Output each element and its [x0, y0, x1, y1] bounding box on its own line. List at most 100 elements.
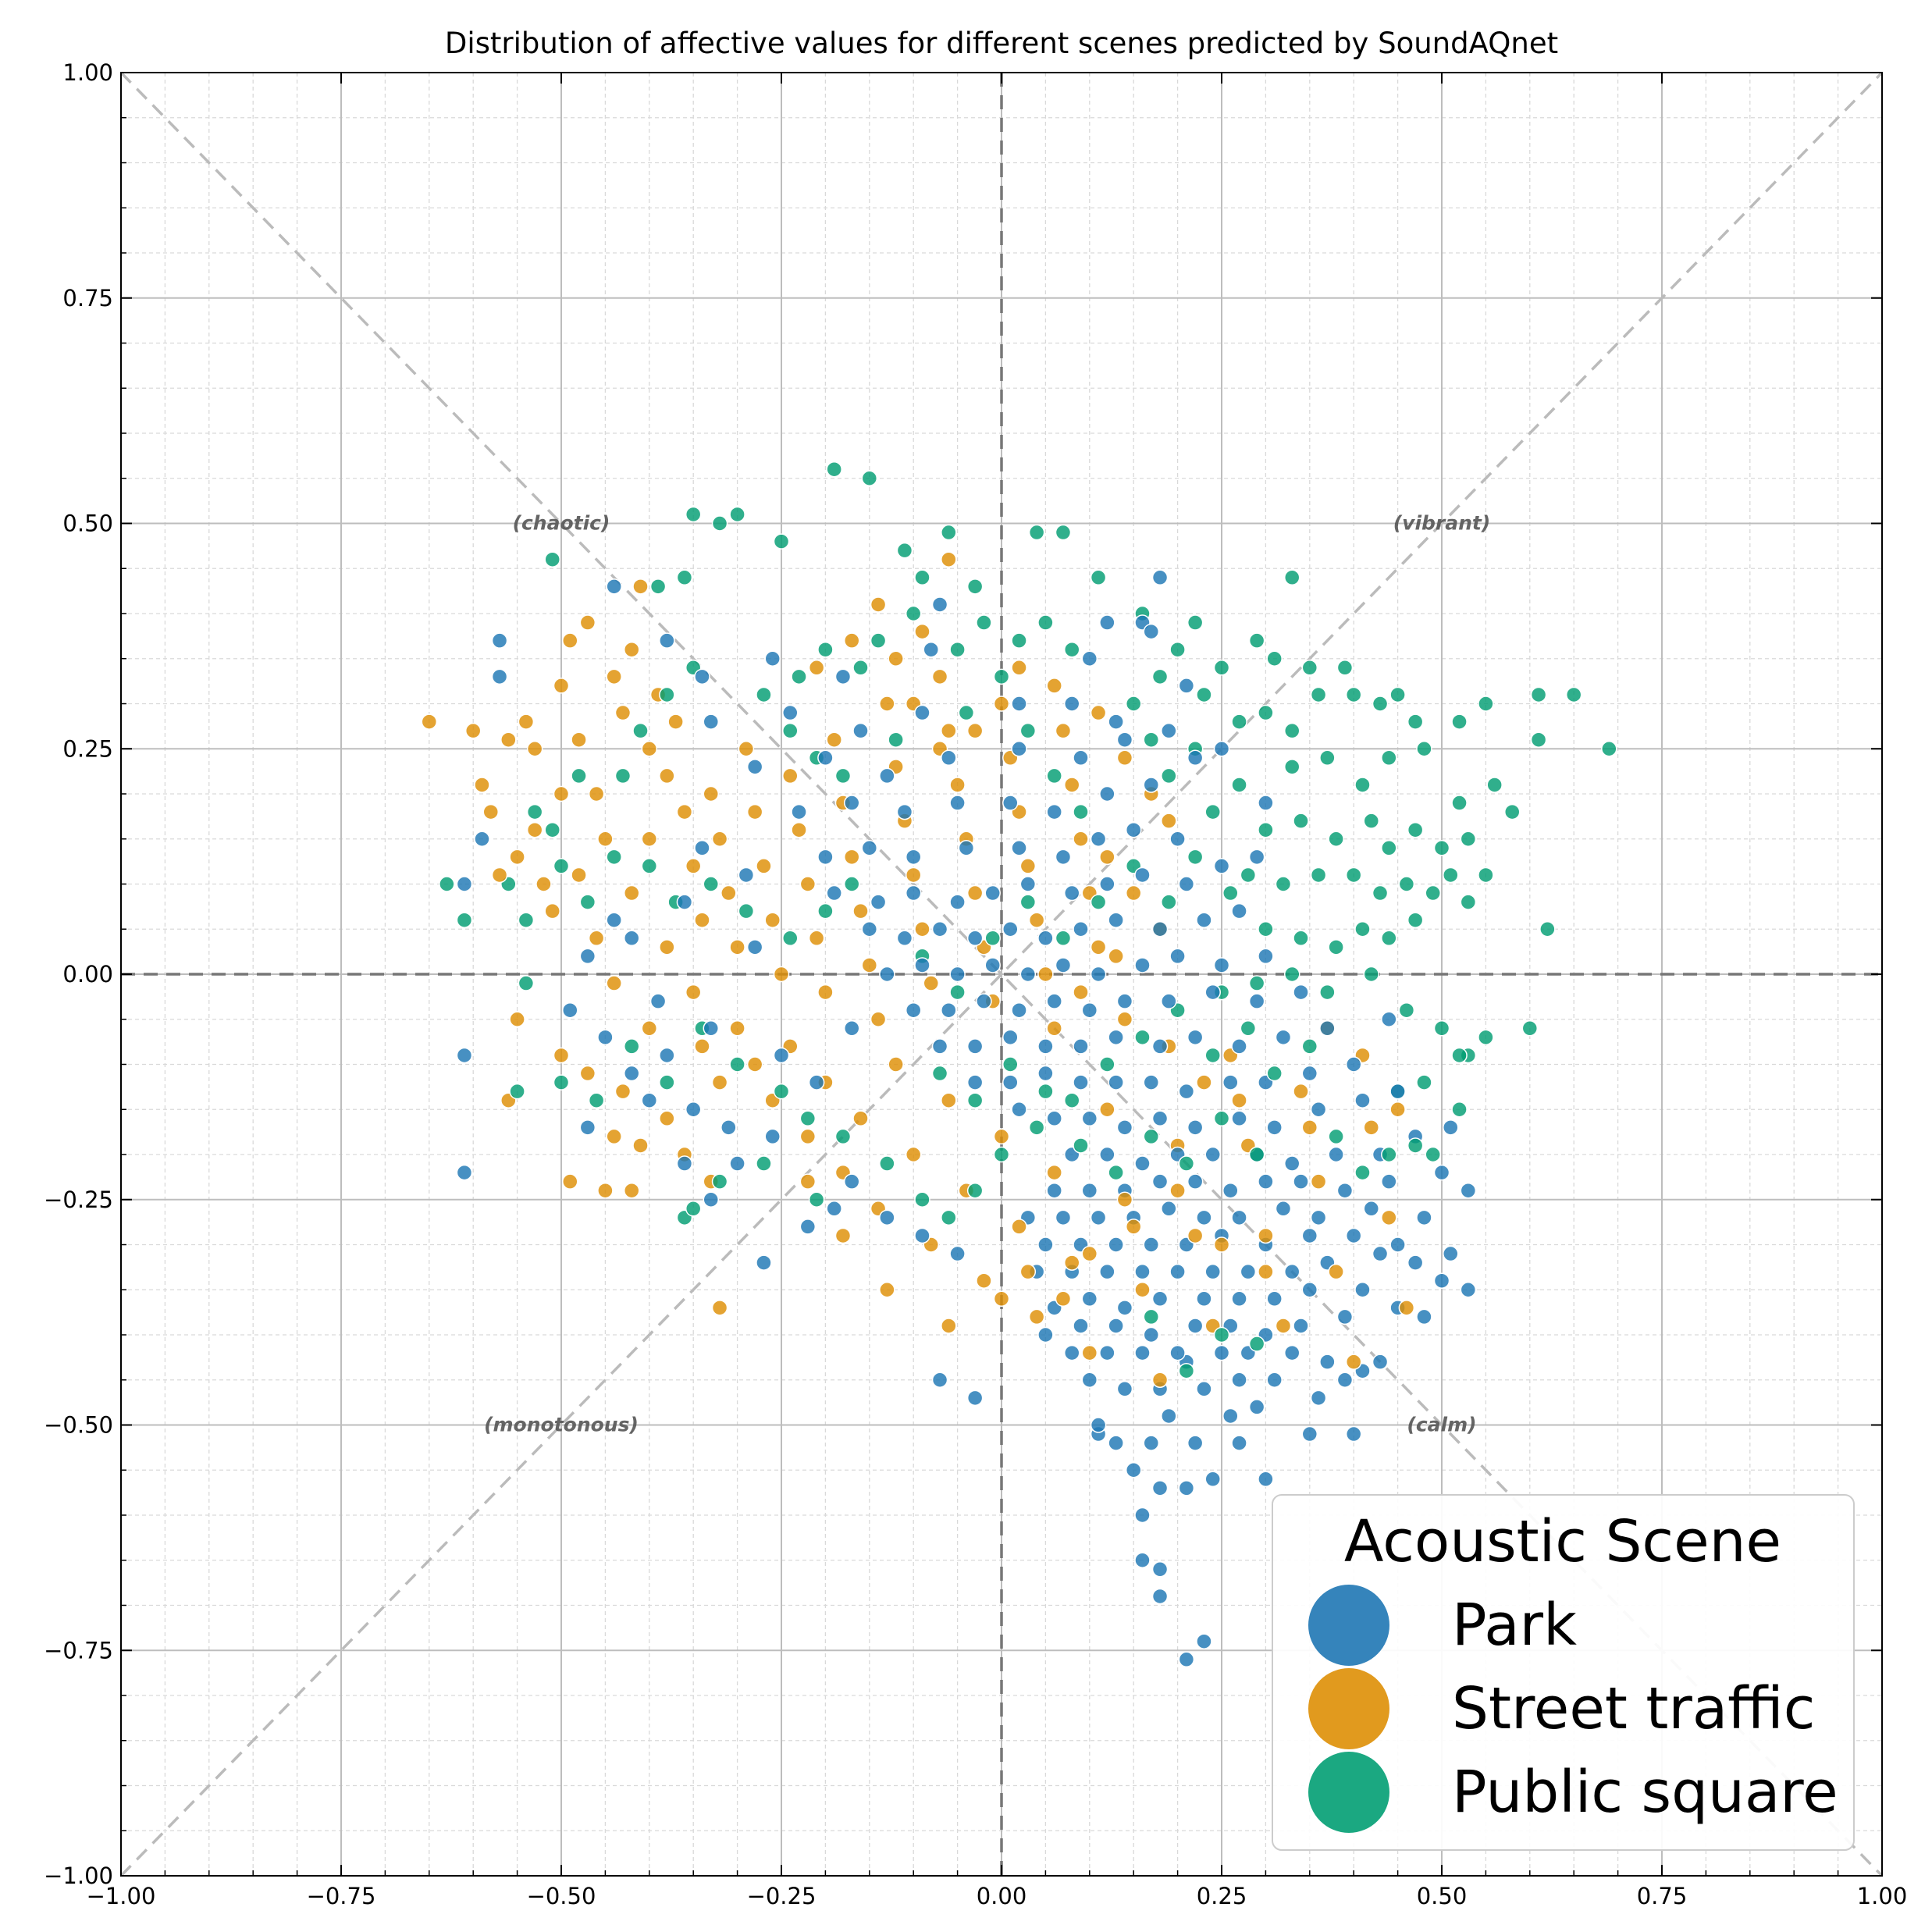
data-point-park — [1345, 1056, 1362, 1073]
data-point-park — [1002, 1029, 1019, 1046]
data-point-street-traffic — [1108, 948, 1124, 965]
data-point-park — [1116, 993, 1133, 1009]
data-point-street-traffic — [562, 1173, 578, 1190]
data-point-street-traffic — [1090, 704, 1107, 721]
data-point-public-square — [659, 686, 675, 703]
data-point-park — [1258, 1173, 1274, 1190]
data-point-public-square — [1002, 1056, 1019, 1073]
data-point-park — [1116, 1300, 1133, 1316]
quadrant-label: (calm) — [1407, 1414, 1476, 1436]
data-point-public-square — [852, 660, 869, 676]
data-point-public-square — [1319, 984, 1336, 1001]
data-point-park — [773, 1047, 790, 1064]
data-point-public-square — [966, 1092, 984, 1108]
data-point-public-square — [817, 902, 834, 920]
data-point-street-traffic — [1151, 1372, 1169, 1388]
data-point-public-square — [1213, 660, 1230, 676]
data-point-street-traffic — [931, 668, 948, 685]
data-point-street-traffic — [1258, 1263, 1274, 1280]
data-point-park — [1275, 1029, 1292, 1046]
data-point-park — [941, 749, 957, 767]
data-point-park — [1248, 993, 1265, 1009]
data-point-public-square — [544, 821, 560, 838]
legend-label-public-square: Public square — [1452, 1759, 1838, 1826]
data-point-park — [720, 1119, 737, 1136]
data-point-public-square — [553, 1074, 570, 1091]
data-point-park — [984, 884, 1001, 902]
data-point-street-traffic — [623, 1182, 640, 1199]
data-point-park — [1037, 930, 1054, 947]
data-point-street-traffic — [588, 930, 605, 947]
data-point-park — [746, 939, 763, 955]
x-tick-label: 0.25 — [1197, 1883, 1247, 1909]
data-point-public-square — [756, 1155, 772, 1172]
data-point-public-square — [1486, 777, 1503, 793]
legend[interactable]: Acoustic Scene Park Street traffic Public … — [1272, 1494, 1855, 1851]
y-tick-label: −0.25 — [44, 1187, 113, 1213]
data-point-park — [1275, 1201, 1292, 1217]
x-tick-label: 0.00 — [977, 1883, 1027, 1909]
data-point-park — [1108, 1318, 1124, 1334]
data-point-park — [1187, 1173, 1204, 1190]
data-point-street-traffic — [1275, 1318, 1292, 1334]
data-point-street-traffic — [941, 551, 957, 568]
data-point-public-square — [606, 849, 622, 866]
data-point-park — [984, 957, 1001, 973]
data-point-street-traffic — [861, 957, 878, 973]
data-point-park — [1134, 1507, 1151, 1524]
data-point-park — [1196, 1290, 1212, 1308]
data-point-park — [1407, 1254, 1424, 1271]
data-point-street-traffic — [1090, 939, 1107, 955]
data-point-public-square — [966, 1182, 984, 1199]
data-point-street-traffic — [1011, 1219, 1027, 1235]
data-point-park — [474, 831, 490, 847]
data-point-park — [685, 1101, 702, 1118]
data-point-park — [879, 966, 895, 983]
data-point-street-traffic — [597, 831, 614, 847]
data-point-street-traffic — [1046, 1164, 1062, 1181]
data-point-street-traffic — [1187, 1227, 1204, 1244]
data-point-public-square — [1266, 1065, 1283, 1082]
data-point-public-square — [1037, 614, 1054, 631]
data-point-street-traffic — [1019, 858, 1037, 874]
axis-ticks: −1.00 −0.75 −0.50 −0.25 0.00 0.25 0.50 0.75 1.00… — [44, 59, 1907, 1909]
data-point-park — [738, 866, 755, 884]
data-point-street-traffic — [949, 777, 966, 793]
x-tick-label: −0.50 — [527, 1883, 596, 1909]
data-point-public-square — [1063, 1092, 1080, 1108]
data-point-park — [1310, 1209, 1327, 1226]
data-point-public-square — [1222, 884, 1239, 902]
data-point-street-traffic — [888, 650, 904, 667]
data-point-public-square — [1433, 840, 1450, 856]
data-point-park — [1011, 1002, 1027, 1019]
data-point-public-square — [1266, 650, 1283, 667]
data-point-street-traffic — [606, 1128, 622, 1145]
data-point-park — [1090, 1209, 1107, 1226]
data-point-park — [491, 668, 508, 685]
quadrant-annotations: (chaotic) (vibrant) (monotonous) (calm) — [484, 512, 1490, 1436]
data-point-public-square — [1407, 1137, 1424, 1154]
data-point-street-traffic — [852, 1110, 869, 1127]
data-point-public-square — [1354, 1164, 1371, 1181]
data-point-street-traffic — [711, 1074, 728, 1091]
data-point-park — [1460, 1182, 1477, 1199]
data-point-park — [1046, 803, 1062, 820]
data-point-park — [1063, 696, 1080, 712]
data-point-street-traffic — [966, 884, 984, 902]
data-point-public-square — [1398, 1002, 1415, 1019]
data-point-street-traffic — [773, 966, 790, 983]
data-point-park — [1143, 1236, 1160, 1253]
data-point-public-square — [826, 461, 842, 478]
data-point-park — [834, 668, 852, 685]
data-point-street-traffic — [879, 1282, 895, 1298]
data-point-park — [1319, 1020, 1336, 1037]
data-point-park — [843, 1173, 860, 1190]
data-point-park — [1011, 1101, 1027, 1118]
data-point-street-traffic — [1046, 1020, 1062, 1037]
data-point-public-square — [914, 569, 930, 586]
data-point-park — [1063, 884, 1080, 902]
antidiagonal-line — [119, 71, 1884, 1877]
data-point-park — [1002, 921, 1019, 938]
data-point-street-traffic — [905, 1146, 922, 1163]
data-point-public-square — [896, 542, 913, 559]
